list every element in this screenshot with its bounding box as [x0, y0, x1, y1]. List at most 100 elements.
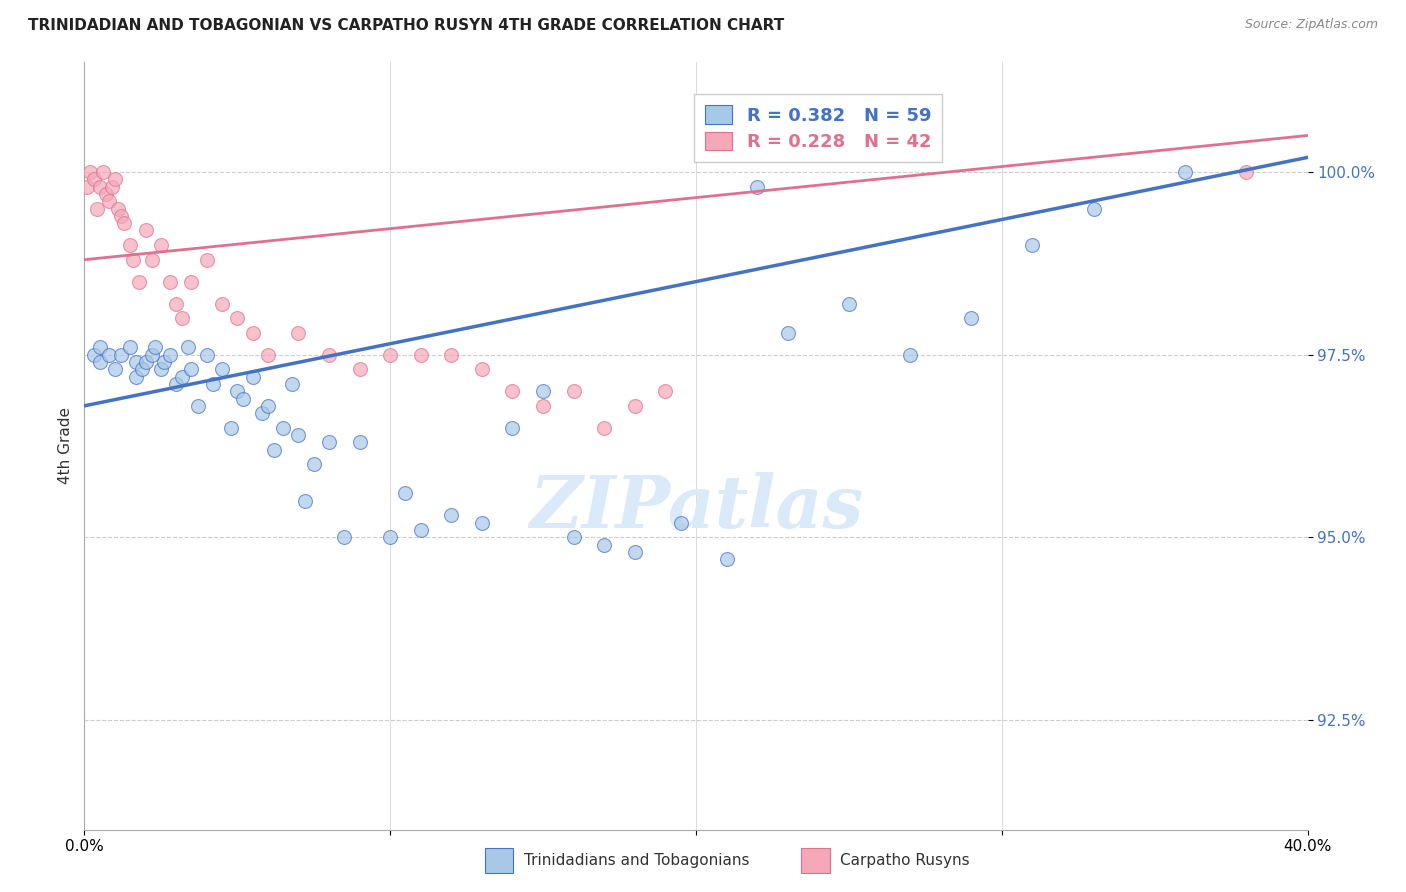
- Point: [471, 516, 494, 530]
- Point: [471, 362, 494, 376]
- Point: [226, 311, 249, 326]
- Point: [593, 421, 616, 435]
- Point: [143, 340, 166, 354]
- Point: [318, 348, 340, 362]
- Point: [131, 362, 153, 376]
- Point: [287, 326, 309, 340]
- Point: [159, 275, 181, 289]
- Point: [211, 296, 233, 310]
- Point: [624, 545, 647, 559]
- Point: [89, 340, 111, 354]
- Point: [654, 384, 676, 399]
- Point: [257, 348, 280, 362]
- Point: [89, 355, 111, 369]
- Point: [135, 223, 157, 237]
- Point: [101, 179, 124, 194]
- Point: [898, 348, 921, 362]
- Legend: R = 0.382   N = 59, R = 0.228   N = 42: R = 0.382 N = 59, R = 0.228 N = 42: [695, 95, 942, 162]
- Text: ZIPatlas: ZIPatlas: [529, 472, 863, 543]
- Point: [776, 326, 799, 340]
- Text: Carpatho Rusyns: Carpatho Rusyns: [841, 853, 970, 868]
- Point: [287, 428, 309, 442]
- Point: [110, 348, 132, 362]
- Point: [149, 362, 172, 376]
- Text: Trinidadians and Tobagonians: Trinidadians and Tobagonians: [524, 853, 749, 868]
- Point: [149, 238, 172, 252]
- Point: [440, 508, 463, 523]
- Y-axis label: 4th Grade: 4th Grade: [58, 408, 73, 484]
- Point: [165, 296, 187, 310]
- Point: [250, 406, 273, 420]
- Point: [97, 348, 120, 362]
- Point: [294, 493, 316, 508]
- Point: [180, 275, 202, 289]
- Point: [380, 348, 402, 362]
- Point: [960, 311, 983, 326]
- Point: [172, 311, 194, 326]
- Point: [135, 355, 157, 369]
- Point: [125, 369, 148, 384]
- Text: Source: ZipAtlas.com: Source: ZipAtlas.com: [1244, 18, 1378, 31]
- Point: [257, 399, 280, 413]
- Point: [271, 421, 294, 435]
- Point: [128, 275, 150, 289]
- Point: [440, 348, 463, 362]
- Point: [141, 348, 163, 362]
- Point: [747, 179, 769, 194]
- Point: [531, 399, 554, 413]
- Point: [226, 384, 249, 399]
- Point: [104, 362, 127, 376]
- Point: [242, 326, 264, 340]
- Point: [593, 538, 616, 552]
- Point: [380, 530, 402, 544]
- Point: [104, 172, 127, 186]
- Point: [1174, 165, 1197, 179]
- Point: [107, 202, 129, 216]
- Point: [195, 252, 218, 267]
- Point: [333, 530, 356, 544]
- Point: [562, 384, 585, 399]
- Point: [195, 348, 218, 362]
- Point: [83, 348, 105, 362]
- Point: [186, 399, 208, 413]
- Point: [349, 362, 371, 376]
- Point: [1083, 202, 1105, 216]
- Point: [318, 435, 340, 450]
- Point: [531, 384, 554, 399]
- Point: [716, 552, 738, 566]
- Point: [211, 362, 233, 376]
- Point: [159, 348, 181, 362]
- Point: [89, 179, 111, 194]
- Point: [122, 252, 145, 267]
- Point: [838, 296, 860, 310]
- Point: [349, 435, 371, 450]
- Point: [86, 202, 108, 216]
- Point: [172, 369, 194, 384]
- Point: [91, 165, 114, 179]
- Text: TRINIDADIAN AND TOBAGONIAN VS CARPATHO RUSYN 4TH GRADE CORRELATION CHART: TRINIDADIAN AND TOBAGONIAN VS CARPATHO R…: [28, 18, 785, 33]
- Point: [502, 384, 524, 399]
- Point: [97, 194, 120, 209]
- Bar: [485, 848, 513, 872]
- Point: [1236, 165, 1258, 179]
- Point: [76, 179, 98, 194]
- Point: [201, 376, 224, 391]
- Point: [302, 457, 325, 471]
- Point: [242, 369, 264, 384]
- Point: [110, 209, 132, 223]
- Point: [153, 355, 176, 369]
- Point: [263, 442, 285, 457]
- Point: [394, 486, 416, 500]
- Point: [502, 421, 524, 435]
- Point: [281, 376, 304, 391]
- Point: [112, 216, 135, 230]
- Point: [409, 523, 432, 537]
- Point: [624, 399, 647, 413]
- Point: [409, 348, 432, 362]
- Point: [180, 362, 202, 376]
- Point: [94, 186, 117, 201]
- Point: [125, 355, 148, 369]
- Point: [219, 421, 242, 435]
- Point: [177, 340, 200, 354]
- Point: [141, 252, 163, 267]
